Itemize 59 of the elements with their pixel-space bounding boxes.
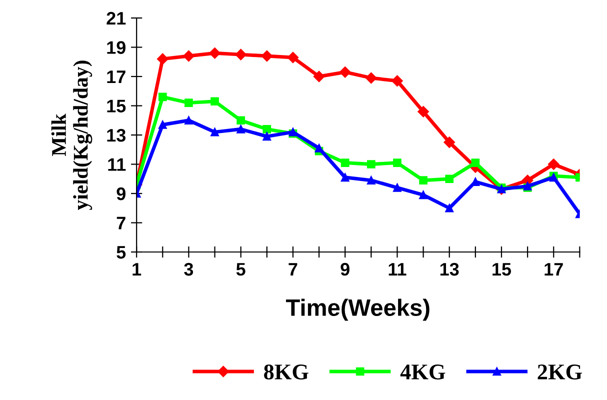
x-tick-label: 15 bbox=[492, 263, 512, 276]
point bbox=[471, 158, 480, 167]
y-tick-label: 13 bbox=[107, 128, 126, 142]
y-tick-label: 9 bbox=[116, 187, 126, 200]
point bbox=[393, 158, 402, 167]
point bbox=[158, 92, 167, 102]
x-axis-title: Time(Weeks) bbox=[286, 298, 430, 321]
point bbox=[236, 124, 246, 134]
y-tick-label: 17 bbox=[107, 70, 126, 84]
y-tick-label: 5 bbox=[116, 246, 126, 259]
point bbox=[184, 116, 193, 125]
point bbox=[157, 53, 168, 65]
legend-label: 8KG bbox=[264, 364, 308, 380]
point bbox=[262, 124, 272, 134]
point bbox=[548, 158, 560, 170]
y-tick-label: 11 bbox=[108, 158, 126, 171]
y-tick-label: 15 bbox=[107, 100, 126, 112]
y-tick-label: 7 bbox=[116, 216, 126, 230]
y-tick-label: 21 bbox=[106, 12, 126, 25]
point bbox=[418, 106, 429, 118]
point bbox=[366, 176, 376, 185]
point bbox=[210, 128, 219, 136]
x-tick-label: 1 bbox=[132, 263, 142, 276]
point bbox=[444, 136, 455, 148]
y-tick-label: 19 bbox=[107, 41, 126, 54]
x-tick-label: 3 bbox=[184, 262, 194, 276]
point bbox=[261, 50, 273, 62]
point bbox=[209, 47, 220, 59]
x-tick-label: 9 bbox=[340, 262, 350, 276]
point bbox=[366, 160, 376, 168]
point bbox=[340, 173, 350, 182]
point bbox=[445, 204, 454, 212]
x-tick-label: 7 bbox=[288, 263, 298, 276]
x-tick-label: 11 bbox=[388, 263, 406, 276]
point bbox=[314, 144, 324, 152]
y-axis-title: Milk yield(Kg/hd/day) bbox=[51, 60, 92, 210]
point bbox=[313, 70, 325, 82]
point bbox=[184, 98, 193, 107]
legend-label: 2KG bbox=[538, 364, 582, 380]
point bbox=[445, 174, 454, 184]
point bbox=[366, 72, 377, 84]
point bbox=[210, 97, 219, 106]
point bbox=[340, 158, 350, 167]
point bbox=[158, 120, 167, 129]
point bbox=[393, 183, 402, 192]
point bbox=[235, 48, 246, 60]
point bbox=[419, 190, 428, 200]
point bbox=[419, 176, 428, 185]
point bbox=[339, 66, 351, 78]
x-tick-label: 17 bbox=[544, 263, 563, 276]
legend-label: 4KG bbox=[400, 364, 446, 380]
point bbox=[236, 116, 246, 125]
point bbox=[287, 52, 299, 64]
point bbox=[183, 50, 194, 62]
point bbox=[262, 132, 272, 141]
point bbox=[471, 178, 480, 186]
x-tick-label: 5 bbox=[236, 263, 246, 276]
point bbox=[392, 75, 403, 86]
x-tick-label: 13 bbox=[440, 262, 459, 276]
